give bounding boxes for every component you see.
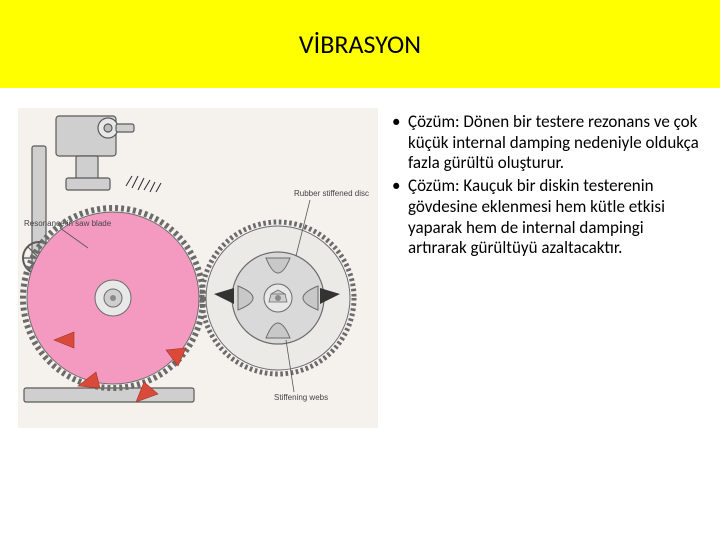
content-row: Resonance in saw blade Rubber stiffened … (0, 88, 720, 428)
bullet-dot-icon: • (384, 112, 408, 174)
bullet-dot-icon: • (384, 176, 408, 259)
bullet-text: Çözüm: Kauçuk bir diskin testerenin gövd… (408, 176, 702, 259)
saw-diagram-svg: Resonance in saw blade Rubber stiffened … (18, 108, 378, 428)
bullet-list: • Çözüm: Dönen bir testere rezonans ve ç… (378, 108, 702, 428)
list-item: • Çözüm: Kauçuk bir diskin testerenin gö… (384, 176, 702, 259)
page-title: VİBRASYON (299, 28, 421, 60)
list-item: • Çözüm: Dönen bir testere rezonans ve ç… (384, 112, 702, 174)
label-stiffening: Stiffening webs (274, 393, 328, 402)
label-rubber-disc: Rubber stiffened disc (294, 189, 369, 198)
diagram-image: Resonance in saw blade Rubber stiffened … (18, 108, 378, 428)
title-bar: VİBRASYON (0, 0, 720, 88)
bullet-text: Çözüm: Dönen bir testere rezonans ve çok… (408, 112, 702, 174)
label-resonance: Resonance in saw blade (24, 219, 112, 228)
